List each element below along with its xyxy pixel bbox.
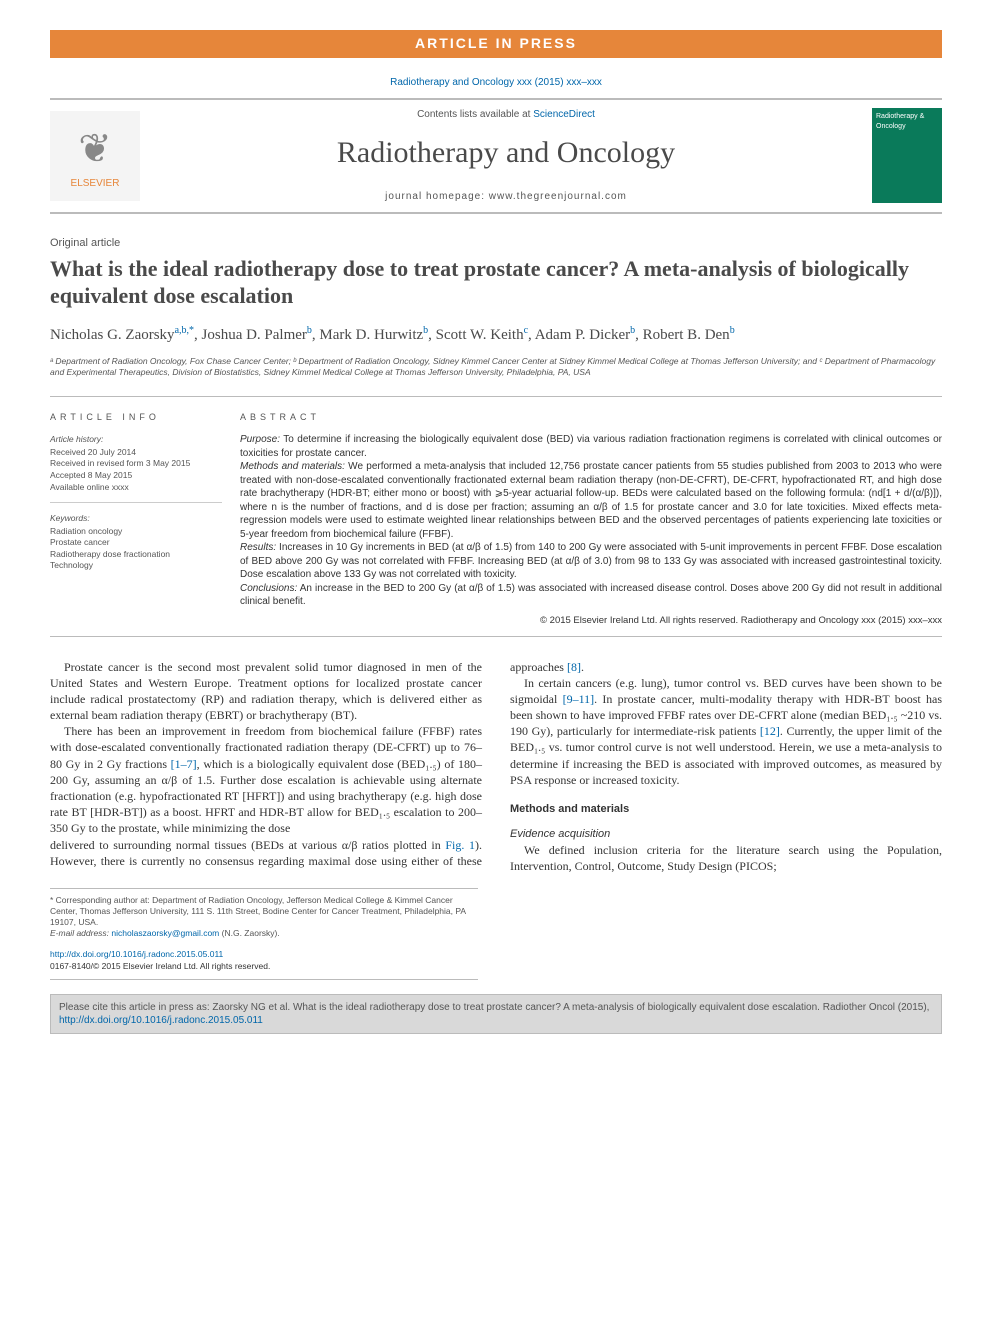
article-type-label: Original article — [50, 236, 942, 251]
cite-footer-text: Please cite this article in press as: Za… — [59, 1002, 929, 1013]
email-label: E-mail address: — [50, 928, 111, 938]
conclusions-text: An increase in the BED to 200 Gy (at α/β… — [240, 583, 942, 608]
cite-footer-link[interactable]: http://dx.doi.org/10.1016/j.radonc.2015.… — [59, 1015, 263, 1026]
body-paragraph: There has been an improvement in freedom… — [50, 723, 482, 836]
page: ARTICLE IN PRESS Radiotherapy and Oncolo… — [0, 0, 992, 1054]
abstract: ABSTRACT Purpose: To determine if increa… — [240, 411, 942, 627]
article-info-sidebar: ARTICLE INFO Article history: Received 2… — [50, 411, 240, 627]
history-label: Article history: — [50, 434, 222, 446]
author-list: Nicholas G. Zaorskya,b,*, Joshua D. Palm… — [50, 324, 942, 346]
journal-masthead: ❦ ELSEVIER Contents lists available at S… — [50, 100, 942, 214]
citation-header: Radiotherapy and Oncology xxx (2015) xxx… — [50, 58, 942, 100]
contents-available-line: Contents lists available at ScienceDirec… — [140, 108, 872, 122]
conclusions-label: Conclusions: — [240, 583, 297, 594]
elsevier-tree-icon: ❦ — [78, 121, 112, 177]
ref-link[interactable]: [1–7] — [171, 757, 197, 771]
figure-link[interactable]: Fig. 1 — [445, 838, 475, 852]
affiliations: ᵃ Department of Radiation Oncology, Fox … — [50, 356, 942, 378]
doi-link[interactable]: http://dx.doi.org/10.1016/j.radonc.2015.… — [50, 949, 223, 959]
keyword: Technology — [50, 560, 222, 571]
email-link[interactable]: nicholaszaorsky@gmail.com — [111, 928, 219, 938]
publisher-logo-label: ELSEVIER — [71, 177, 120, 191]
ref-link[interactable]: [12] — [760, 724, 780, 738]
results-text: Increases in 10 Gy increments in BED (at… — [240, 542, 942, 580]
corresponding-author-footnote: * Corresponding author at: Department of… — [50, 888, 478, 939]
body-text: . — [581, 660, 584, 674]
corr-label: * Corresponding author at: — [50, 895, 152, 905]
history-item: Received in revised form 3 May 2015 — [50, 458, 222, 470]
subsection-heading-evidence: Evidence acquisition — [510, 827, 942, 842]
abstract-methods: Methods and materials: We performed a me… — [240, 460, 942, 541]
publisher-logo: ❦ ELSEVIER — [50, 111, 140, 201]
keyword: Radiotherapy dose fractionation — [50, 549, 222, 560]
history-item: Accepted 8 May 2015 — [50, 470, 222, 482]
body-paragraph: Prostate cancer is the second most preva… — [50, 659, 482, 724]
body-paragraph: In certain cancers (e.g. lung), tumor co… — [510, 675, 942, 788]
journal-homepage-line: journal homepage: www.thegreenjournal.co… — [140, 190, 872, 204]
sciencedirect-link[interactable]: ScienceDirect — [533, 109, 595, 120]
email-suffix: (N.G. Zaorsky). — [219, 928, 279, 938]
article-body: Prostate cancer is the second most preva… — [50, 659, 942, 875]
results-label: Results: — [240, 542, 276, 553]
abstract-results: Results: Increases in 10 Gy increments i… — [240, 541, 942, 582]
abstract-heading: ABSTRACT — [240, 411, 942, 423]
article-info-heading: ARTICLE INFO — [50, 411, 222, 424]
article-title: What is the ideal radiotherapy dose to t… — [50, 255, 942, 310]
doi-block: http://dx.doi.org/10.1016/j.radonc.2015.… — [50, 949, 478, 980]
methods-label: Methods and materials: — [240, 461, 345, 472]
keyword: Radiation oncology — [50, 526, 222, 537]
history-item: Received 20 July 2014 — [50, 447, 222, 459]
ref-link[interactable]: [9–11] — [563, 692, 595, 706]
body-paragraph: We defined inclusion criteria for the li… — [510, 842, 942, 874]
homepage-prefix: journal homepage: — [385, 191, 489, 202]
article-in-press-banner: ARTICLE IN PRESS — [50, 30, 942, 58]
abstract-copyright: © 2015 Elsevier Ireland Ltd. All rights … — [240, 615, 942, 628]
journal-name: Radiotherapy and Oncology — [140, 132, 872, 174]
purpose-text: To determine if increasing the biologica… — [240, 434, 942, 459]
keywords-block: Keywords: Radiation oncology Prostate ca… — [50, 513, 222, 571]
keywords-label: Keywords: — [50, 513, 222, 524]
abstract-purpose: Purpose: To determine if increasing the … — [240, 433, 942, 460]
masthead-center: Contents lists available at ScienceDirec… — [140, 108, 872, 204]
body-text: delivered to surrounding normal tissues … — [50, 838, 445, 852]
info-abstract-row: ARTICLE INFO Article history: Received 2… — [50, 396, 942, 636]
purpose-label: Purpose: — [240, 434, 280, 445]
ref-link[interactable]: [8] — [567, 660, 581, 674]
copyright-line: 0167-8140/© 2015 Elsevier Ireland Ltd. A… — [50, 961, 270, 971]
contents-prefix: Contents lists available at — [417, 109, 533, 120]
abstract-conclusions: Conclusions: An increase in the BED to 2… — [240, 582, 942, 609]
methods-text: We performed a meta-analysis that includ… — [240, 461, 942, 540]
keyword: Prostate cancer — [50, 537, 222, 548]
journal-cover-thumbnail: Radiotherapy & Oncology — [872, 108, 942, 203]
article-history: Article history: Received 20 July 2014 R… — [50, 434, 222, 503]
history-item: Available online xxxx — [50, 482, 222, 494]
journal-homepage-url[interactable]: www.thegreenjournal.com — [489, 191, 627, 202]
citation-footer: Please cite this article in press as: Za… — [50, 994, 942, 1034]
section-heading-methods: Methods and materials — [510, 802, 942, 817]
